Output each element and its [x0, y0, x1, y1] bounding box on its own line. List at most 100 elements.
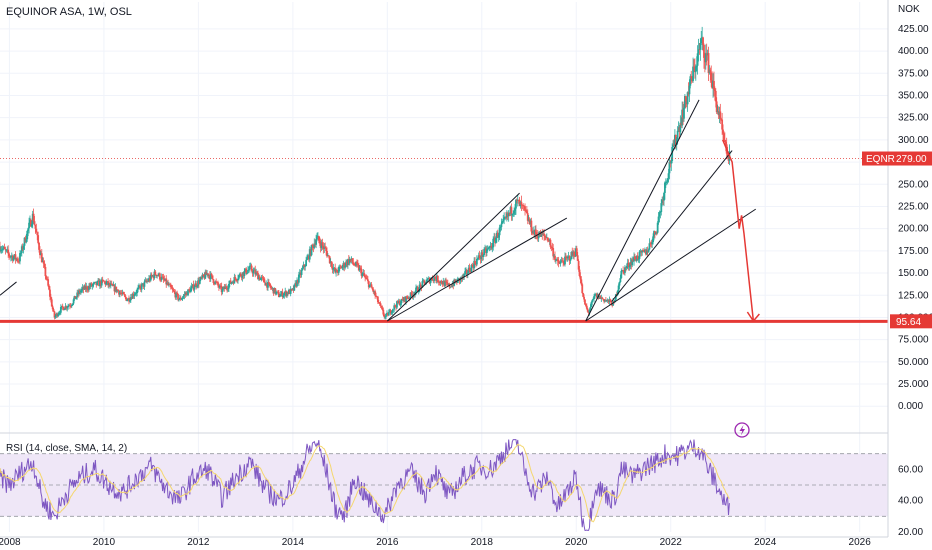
- candle-body: [33, 221, 36, 225]
- candle-body: [99, 281, 102, 286]
- candle-body: [198, 279, 201, 284]
- y-tick-label: 75.000: [898, 335, 929, 346]
- candle-body: [536, 235, 539, 239]
- candle-body: [199, 276, 202, 280]
- y-tick-label: 225.00: [898, 201, 929, 212]
- rsi-y-tick-label: 20.00: [898, 527, 923, 538]
- candle-body: [598, 295, 601, 299]
- candle-body: [296, 279, 298, 287]
- candle-body: [78, 290, 80, 295]
- candle-body: [351, 258, 354, 263]
- candle-body: [563, 263, 565, 265]
- candle-body: [307, 255, 309, 259]
- candle-body: [388, 310, 391, 313]
- candle-body: [673, 144, 675, 146]
- candle-body: [526, 213, 529, 221]
- candle-body: [254, 269, 257, 275]
- candle-body: [275, 291, 278, 294]
- candle-body: [36, 232, 39, 236]
- candle-body: [515, 199, 517, 209]
- candle-body: [353, 263, 356, 266]
- candle-body: [221, 288, 224, 293]
- candle-body: [419, 284, 422, 286]
- candle-body: [57, 314, 60, 317]
- candle-body: [702, 37, 704, 45]
- candle-body: [193, 287, 196, 290]
- candle-body: [61, 305, 64, 308]
- candle-body: [363, 273, 366, 277]
- candle-body: [466, 272, 469, 274]
- candle-body: [43, 263, 46, 267]
- candle-body: [446, 282, 449, 285]
- lightning-icon[interactable]: [734, 422, 750, 438]
- candle-body: [333, 267, 336, 269]
- x-tick-label: 2026: [849, 537, 872, 548]
- candle-body: [148, 278, 151, 281]
- candle-body: [470, 265, 473, 272]
- candle-body: [611, 304, 614, 306]
- candle-body: [174, 292, 177, 298]
- candle-body: [63, 309, 66, 311]
- candle-body: [564, 256, 566, 265]
- candle-body: [337, 267, 340, 273]
- y-tick-label: 150.00: [898, 268, 929, 279]
- candle-body: [408, 297, 411, 299]
- candle-body: [629, 261, 632, 267]
- candle-body: [530, 220, 533, 232]
- candle-body: [433, 276, 436, 281]
- candle-body: [278, 296, 281, 298]
- candle-body: [624, 267, 626, 273]
- candle-body: [28, 222, 30, 229]
- candle-body: [330, 261, 333, 267]
- candle-body: [16, 258, 19, 261]
- candle-body: [439, 280, 442, 283]
- candle-body: [701, 37, 704, 39]
- candle-body: [346, 259, 349, 266]
- candle-body: [584, 304, 587, 306]
- candle-body: [709, 69, 712, 73]
- candle-body: [281, 291, 284, 297]
- candle-body: [247, 269, 250, 271]
- candle-body: [364, 276, 367, 278]
- candle-body: [651, 242, 654, 245]
- candle-body: [719, 111, 722, 119]
- candle-body: [711, 80, 714, 89]
- candle-body: [49, 289, 51, 297]
- candle-body: [525, 209, 527, 212]
- candle-body: [553, 255, 555, 257]
- candle-body: [154, 271, 157, 275]
- candle-body: [613, 301, 615, 302]
- candle-body: [360, 269, 363, 276]
- candle-body: [59, 312, 61, 314]
- candle-body: [481, 252, 484, 257]
- candle-body: [194, 283, 197, 288]
- candle-body: [601, 297, 604, 299]
- candle-body: [98, 280, 100, 287]
- candle-body: [490, 245, 493, 249]
- candle-body: [454, 279, 456, 283]
- candle-body: [382, 309, 385, 315]
- candle-body: [68, 305, 70, 307]
- candle-body: [201, 274, 204, 278]
- candle-body: [689, 76, 692, 86]
- rsi-title: RSI (14, close, SMA, 14, 2): [6, 443, 128, 454]
- candle-body: [487, 247, 490, 249]
- candle-body: [27, 228, 30, 231]
- candle-body: [53, 311, 56, 318]
- candle-body: [386, 312, 389, 316]
- y-tick-label: 50.000: [898, 357, 929, 368]
- candle-body: [667, 173, 670, 179]
- candle-body: [575, 248, 578, 256]
- candle-body: [604, 300, 606, 302]
- candle-body: [534, 229, 536, 235]
- candle-body: [230, 282, 233, 284]
- candle-body: [139, 286, 142, 290]
- candle-body: [690, 76, 693, 79]
- candle-body: [128, 298, 130, 302]
- candle-body: [440, 280, 443, 284]
- rsi-line: [0, 439, 730, 531]
- candle-body: [29, 219, 31, 223]
- candle-body: [663, 192, 665, 201]
- candle-body: [206, 273, 209, 275]
- candle-body: [559, 261, 562, 264]
